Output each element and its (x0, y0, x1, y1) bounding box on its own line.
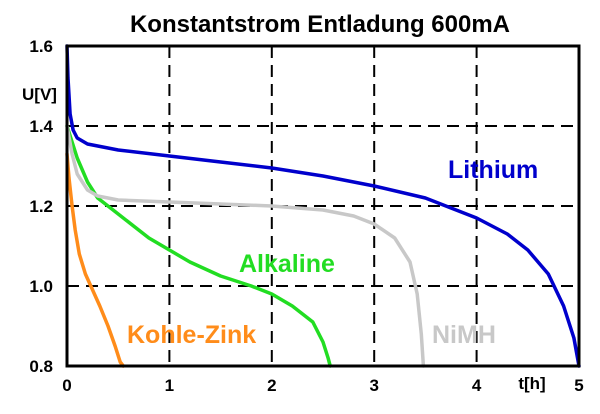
y-tick-label: 1.4 (29, 117, 53, 136)
grid (67, 46, 579, 366)
x-tick-label: 3 (369, 376, 378, 395)
ticks: 0 1 2 3 4 5 0.8 1.0 1.2 1.4 1.6 (29, 37, 583, 395)
y-tick-label: 1.0 (29, 277, 53, 296)
y-axis-label: U[V] (22, 85, 57, 104)
y-tick-label: 0.8 (29, 357, 53, 376)
series-layer (65, 44, 581, 368)
series-label-nimh: NiMH (432, 321, 496, 349)
series-line-alkaline (65, 124, 332, 368)
series-label-kohle-zink: Kohle-Zink (127, 321, 256, 349)
plot-frame (65, 44, 581, 368)
series-line-lithium (65, 44, 581, 368)
x-tick-label: 5 (574, 376, 583, 395)
x-tick-label: 1 (165, 376, 174, 395)
series-line-nimh (65, 124, 426, 368)
series-line-kohle-zink (65, 152, 126, 368)
series-label-alkaline: Alkaline (239, 250, 335, 278)
series-labels: Lithium Alkaline NiMH Kohle-Zink (127, 156, 538, 349)
x-axis-label: t[h] (518, 374, 545, 393)
chart-title: Konstantstrom Entladung 600mA (130, 11, 510, 38)
series-label-lithium: Lithium (448, 156, 538, 184)
y-tick-label: 1.2 (29, 197, 53, 216)
x-tick-label: 2 (267, 376, 276, 395)
y-tick-label: 1.6 (29, 37, 53, 56)
x-tick-label: 4 (472, 376, 482, 395)
x-tick-label: 0 (62, 376, 71, 395)
